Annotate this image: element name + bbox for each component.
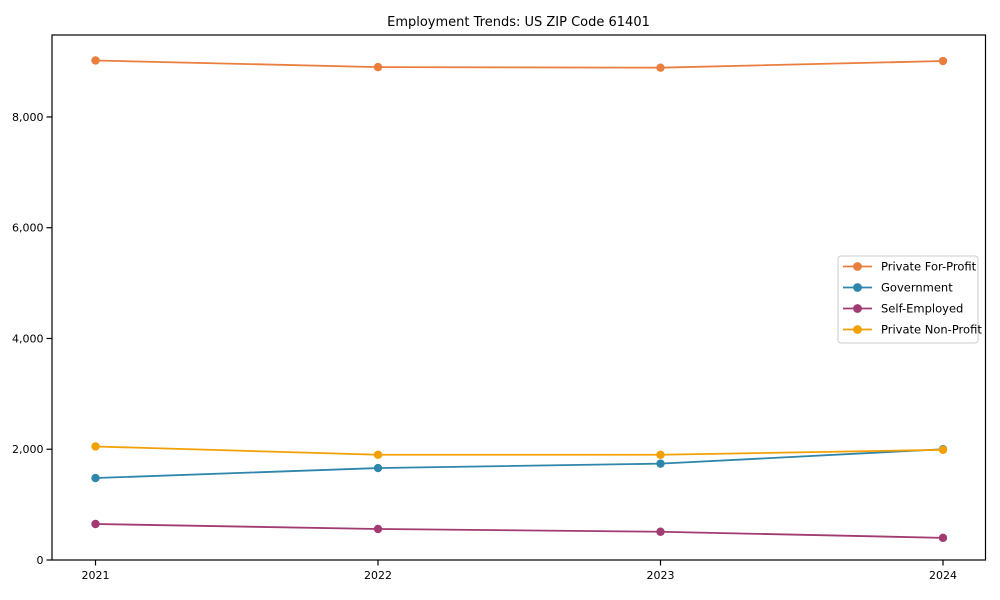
- legend-marker-dot: [853, 262, 862, 271]
- legend-marker-dot: [853, 283, 862, 292]
- legend-item-self-employed: Self-Employed: [843, 302, 963, 316]
- legend-box: [837, 255, 979, 344]
- data-point-private-for-profit-2024: [938, 56, 948, 66]
- series-line-government: [95, 448, 944, 479]
- series-line-private-non-profit: [95, 445, 944, 456]
- data-point-private-non-profit-2024: [938, 445, 948, 454]
- legend-item-private-non-profit: Private Non-Profit: [843, 323, 982, 337]
- y-tick-label: 8,000: [12, 111, 44, 124]
- x-tick-label: 2024: [929, 569, 957, 582]
- y-tick-label: 2,000: [12, 443, 44, 456]
- legend: Private For-Profit Government Self-Employe…: [837, 255, 982, 344]
- plot-area-border: [51, 34, 987, 561]
- data-point-self-employed-2023: [656, 527, 665, 536]
- legend-label: Private For-Profit: [881, 260, 977, 274]
- data-point-private-for-profit-2023: [656, 63, 665, 72]
- data-point-government-2023: [656, 459, 665, 468]
- data-point-self-employed-2024: [938, 533, 948, 543]
- legend-marker-dot: [853, 325, 862, 334]
- data-point-private-non-profit-2023: [656, 450, 665, 459]
- x-tick-label: 2023: [647, 569, 675, 582]
- data-point-private-for-profit-2022: [373, 62, 383, 72]
- legend-item-private-for-profit: Private For-Profit: [843, 260, 977, 274]
- data-point-private-for-profit-2021: [91, 56, 100, 65]
- data-point-private-non-profit-2021: [91, 442, 100, 451]
- x-tick-label: 2021: [82, 569, 110, 582]
- data-point-self-employed-2022: [373, 524, 383, 534]
- chart-title: Employment Trends: US ZIP Code 61401: [387, 15, 650, 30]
- data-point-private-non-profit-2022: [373, 450, 383, 459]
- y-tick-label: 0: [37, 554, 44, 567]
- data-point-self-employed-2021: [91, 519, 100, 529]
- y-tick-label: 6,000: [12, 222, 44, 235]
- legend-item-government: Government: [843, 281, 953, 295]
- legend-label: Self-Employed: [881, 302, 963, 316]
- legend-marker-dot: [853, 304, 862, 313]
- y-tick-label: 4,000: [12, 332, 44, 345]
- legend-label: Private Non-Profit: [881, 323, 982, 337]
- data-point-government-2021: [91, 473, 100, 483]
- series-line-self-employed: [95, 523, 944, 539]
- x-tick-label: 2022: [364, 569, 392, 582]
- data-point-government-2022: [373, 463, 383, 473]
- plot-area: 0 2,000 4,000 6,000 8,000 2021 2022 2023 2024: [12, 34, 987, 582]
- legend-label: Government: [881, 281, 953, 295]
- series-line-private-for-profit: [95, 59, 944, 69]
